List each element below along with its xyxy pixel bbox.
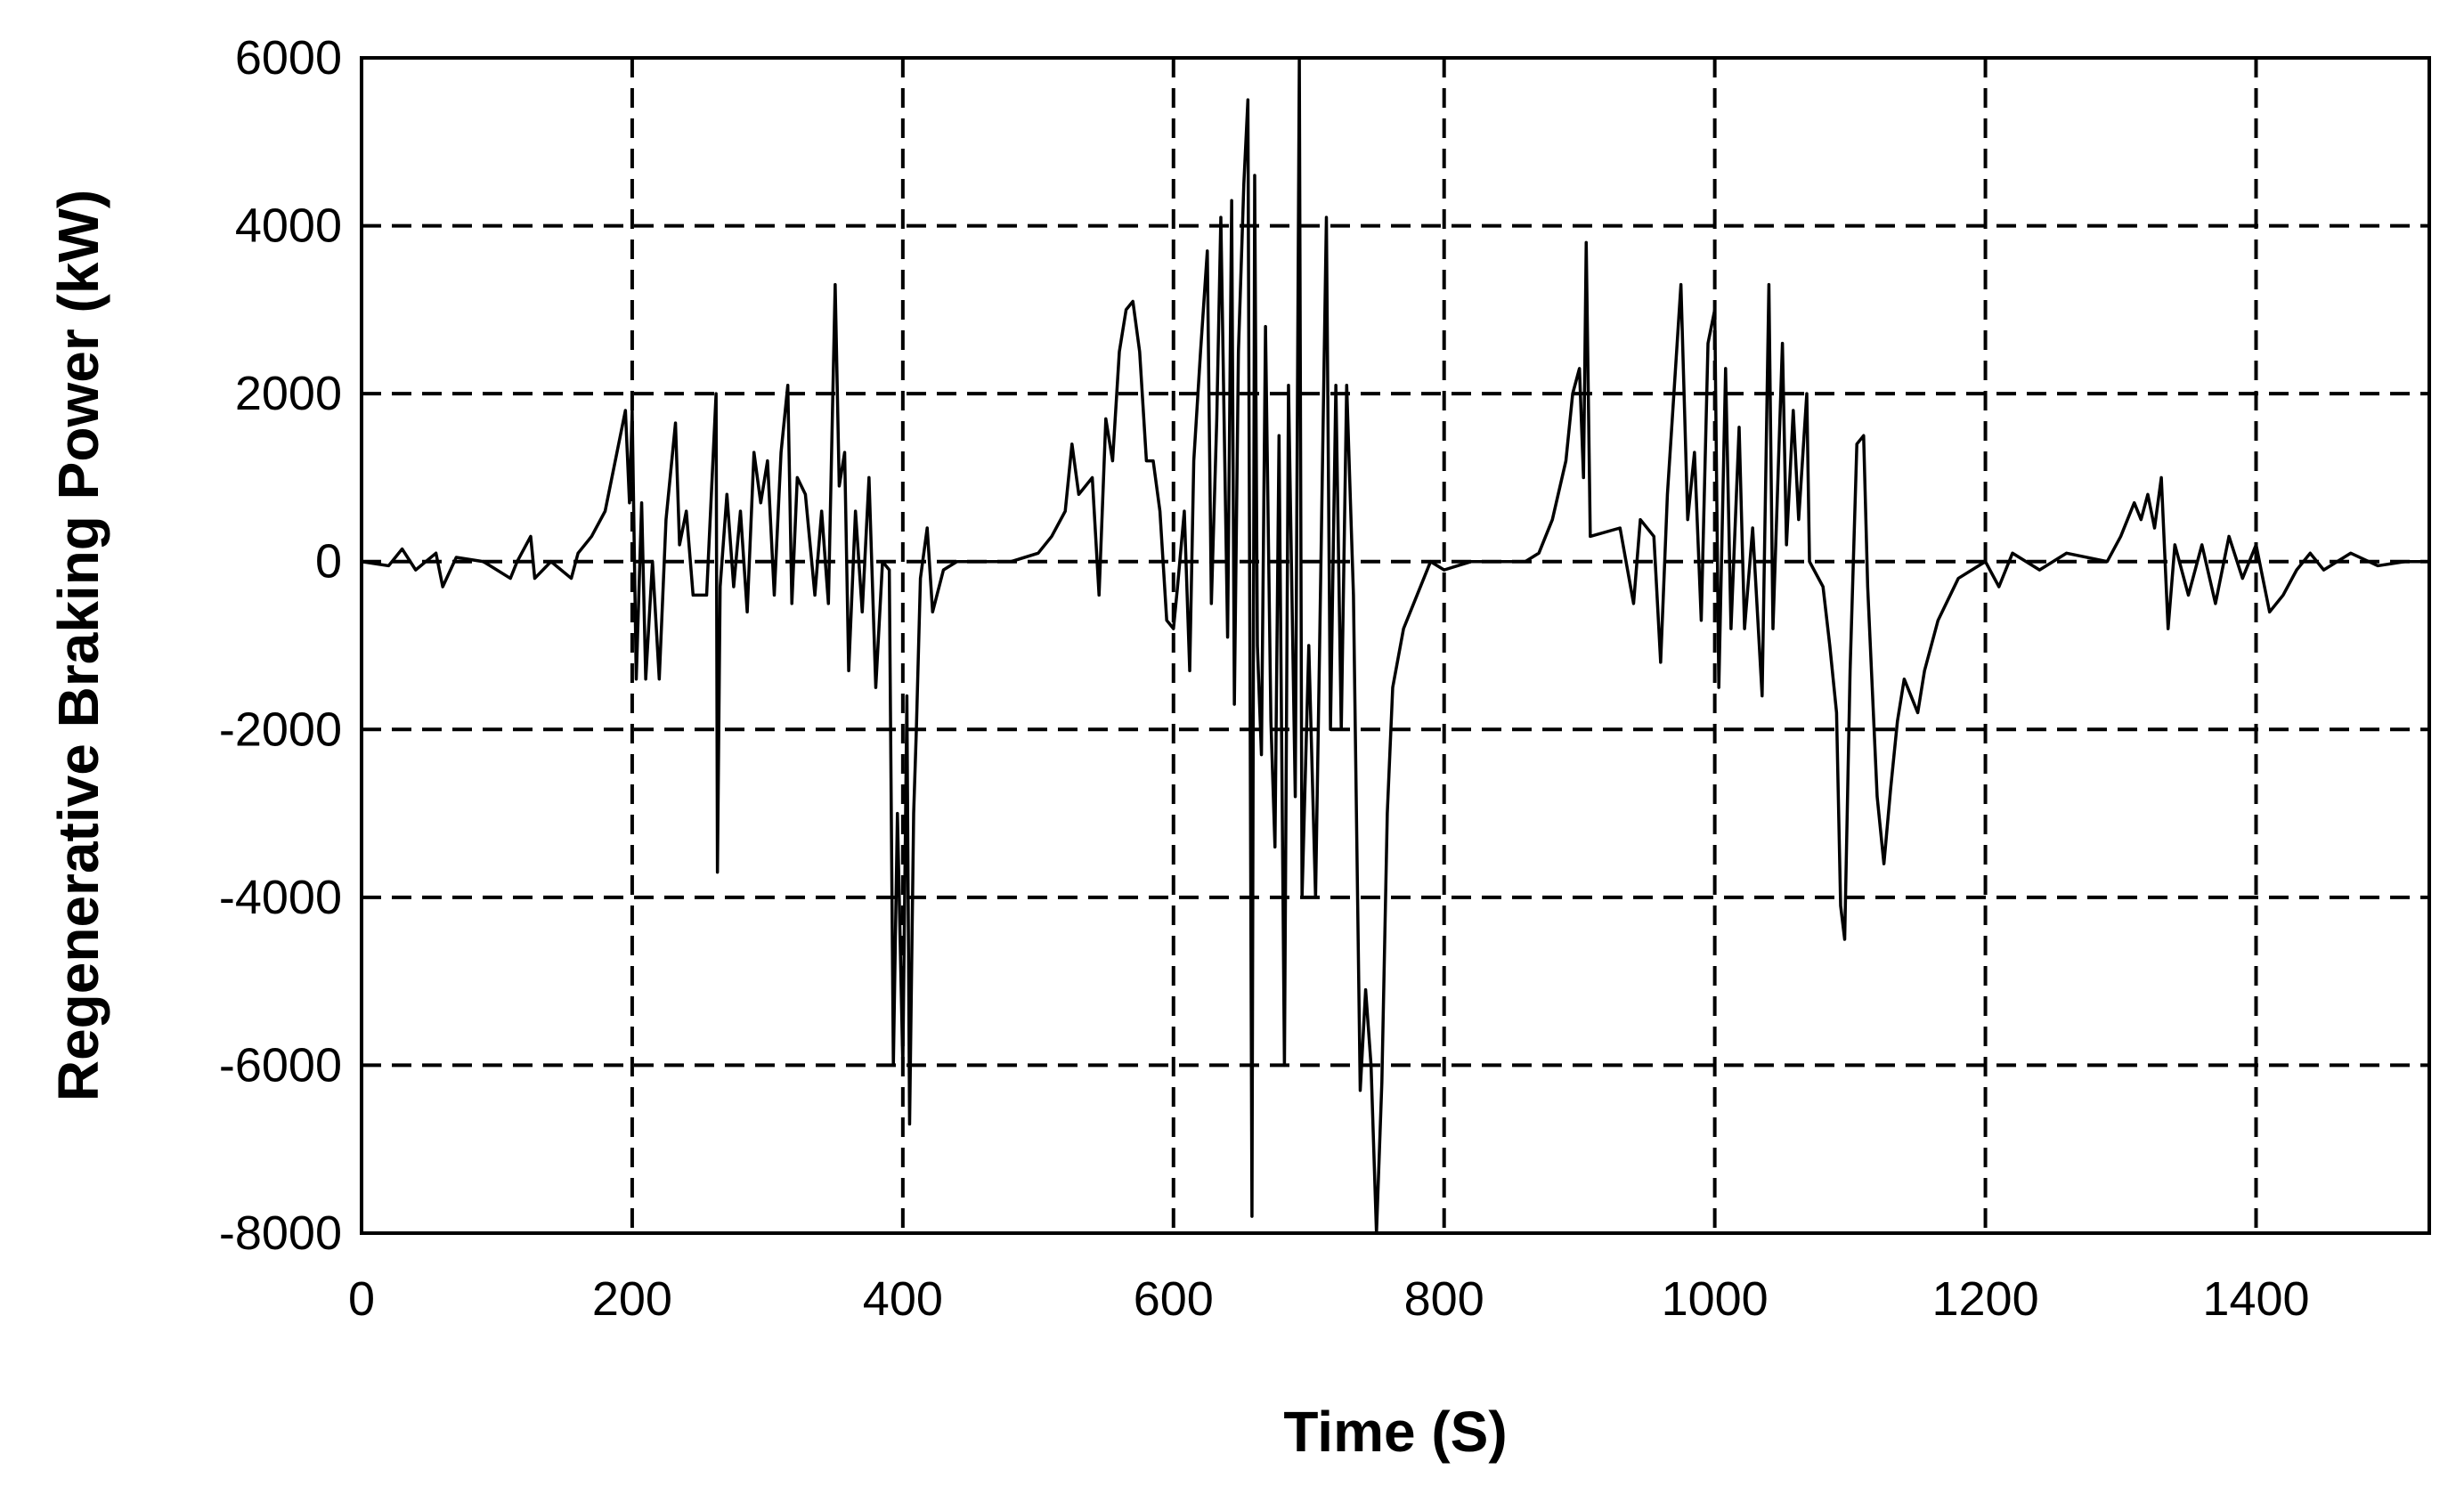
y-tick-label: 0: [315, 535, 342, 589]
y-tick-label: -2000: [219, 702, 342, 756]
x-axis-title: Time (S): [1283, 1400, 1507, 1464]
y-tick-label: -8000: [219, 1206, 342, 1260]
y-tick-label: 2000: [235, 367, 342, 420]
y-tick-label: 4000: [235, 199, 342, 253]
x-tick-label: 600: [1134, 1272, 1214, 1326]
plot-frame: [360, 56, 2431, 1235]
x-tick-label: 1200: [1931, 1272, 2038, 1326]
data-line: [361, 56, 2429, 1235]
x-tick-label: 200: [592, 1272, 672, 1326]
x-tick-label: 0: [348, 1272, 375, 1326]
x-tick-label: 400: [863, 1272, 943, 1326]
x-tick-label: 800: [1404, 1272, 1484, 1326]
x-tick-label: 1400: [2202, 1272, 2309, 1326]
y-tick-label: 6000: [235, 31, 342, 85]
y-axis-title: Regenerative Braking Power (kW): [46, 190, 110, 1101]
y-tick-label: -4000: [219, 871, 342, 924]
y-tick-label: -6000: [219, 1038, 342, 1092]
x-tick-label: 1000: [1662, 1272, 1769, 1326]
